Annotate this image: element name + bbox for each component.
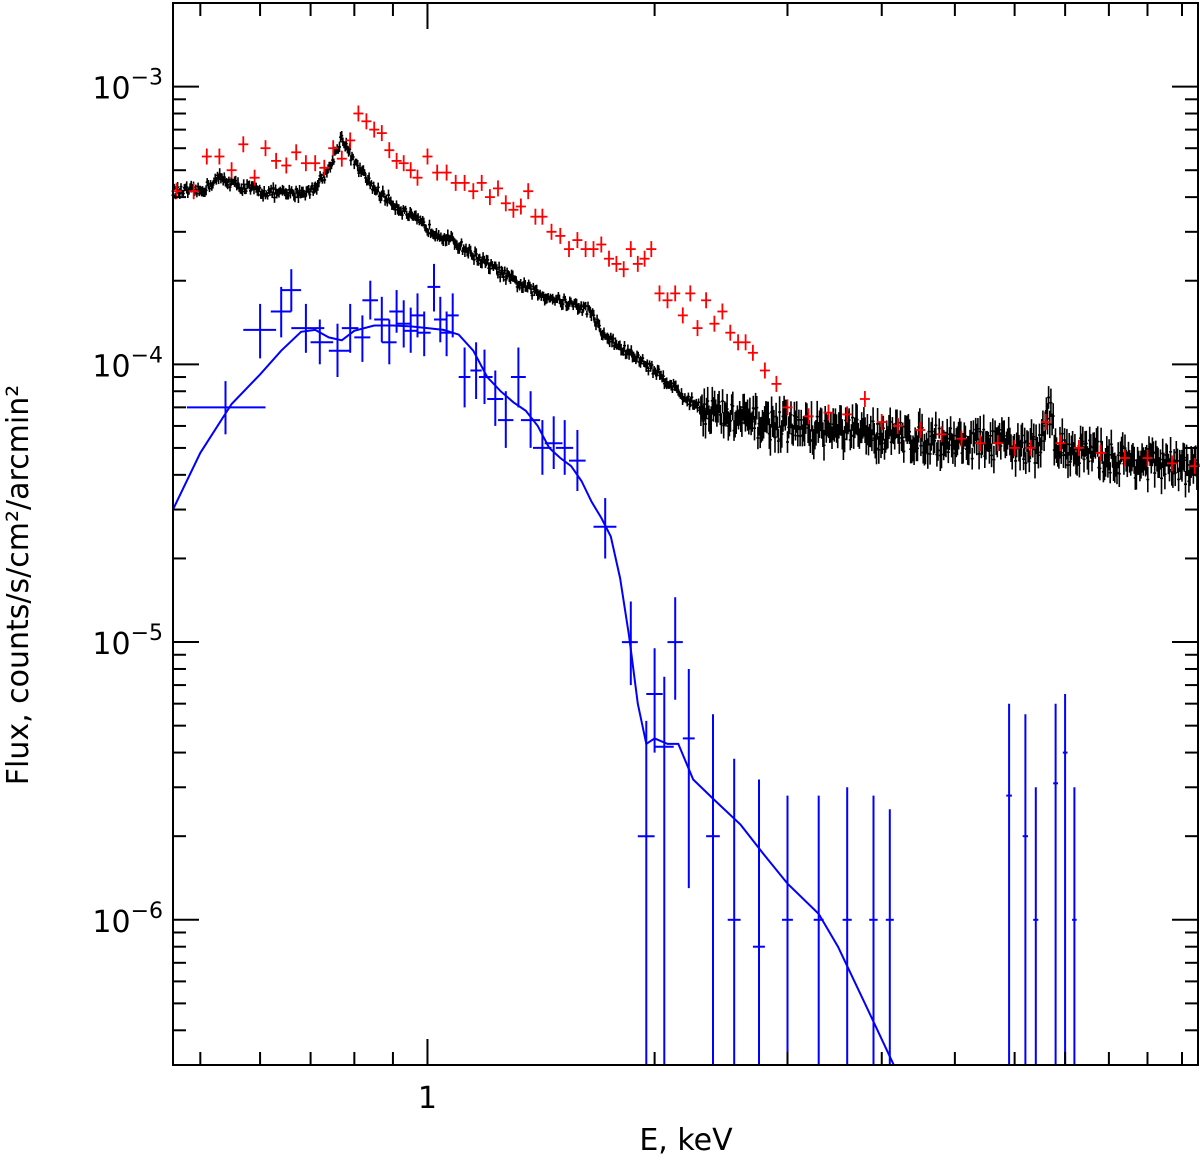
x-axis-label: E, keV [639, 1123, 733, 1158]
plot-axes-layer: 1 10−3 10−4 10−5 10−6 [92, 2, 1199, 1116]
x-tick-label: 1 [418, 1081, 437, 1116]
y-tick-label: 10−5 [92, 621, 163, 662]
y-axis-label: Flux, counts/s/cm²/arcmin² [1, 385, 36, 786]
series-1 [171, 105, 1200, 475]
y-tick-label: 10−6 [92, 899, 163, 940]
y-tick-label: 10−3 [92, 66, 163, 107]
plot-frame [172, 2, 1199, 1066]
series-0 [171, 131, 1200, 498]
plot-data-layer [171, 105, 1200, 1066]
series-3 [172, 324, 895, 1066]
model-curve [172, 324, 895, 1066]
y-tick-label: 10−4 [92, 343, 163, 384]
